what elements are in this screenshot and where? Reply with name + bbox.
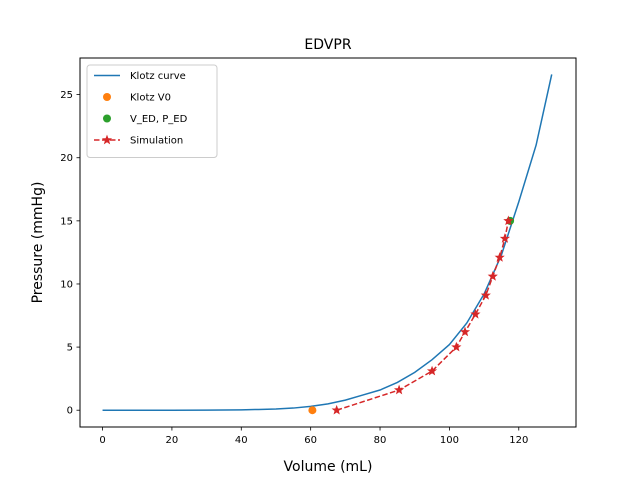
- x-tick-label: 20: [166, 435, 179, 446]
- x-axis-label: Volume (mL): [284, 459, 373, 475]
- series-1: [308, 406, 317, 415]
- legend-box: [86, 64, 218, 158]
- plot-area: [102, 74, 553, 415]
- simulation-star-point: [459, 326, 471, 337]
- simulation-star-point: [494, 252, 505, 262]
- axes-frame: [79, 57, 577, 428]
- simulation-line: [336, 220, 510, 411]
- series-3: [331, 215, 514, 415]
- legend-label: Klotz V0: [130, 93, 171, 104]
- simulation-star-point: [499, 233, 510, 243]
- legend-item: V_ED, P_ED: [103, 114, 188, 125]
- legend-item: Simulation: [94, 134, 183, 147]
- y-tick-label: 10: [60, 279, 73, 290]
- x-tick-label: 80: [374, 435, 387, 446]
- chart-title: EDVPR: [304, 37, 351, 53]
- y-axis-label: Pressure (mmHg): [30, 182, 46, 304]
- x-tick-label: 60: [304, 435, 317, 446]
- series-0: [102, 74, 553, 411]
- simulation-star-point: [487, 271, 498, 281]
- klotz-curve-line: [102, 74, 553, 411]
- y-tick-label: 0: [67, 406, 73, 417]
- simulation-star-point: [426, 365, 438, 376]
- x-tick-label: 100: [440, 435, 459, 446]
- legend-label: V_ED, P_ED: [130, 114, 188, 125]
- simulation-star-point: [480, 289, 491, 300]
- y-tick-label: 25: [60, 90, 73, 101]
- legend-label: Simulation: [130, 136, 183, 147]
- legend-star: [101, 134, 113, 145]
- simulation-star-point: [470, 308, 481, 319]
- y-tick-label: 15: [60, 216, 73, 227]
- legend-label: Klotz curve: [130, 71, 186, 82]
- legend-handle: [103, 93, 111, 101]
- y-tick-label: 20: [60, 153, 73, 164]
- simulation-star-point: [394, 384, 405, 395]
- legend-item: Klotz V0: [103, 93, 171, 104]
- x-tick-label: 0: [99, 435, 105, 446]
- y-tick-label: 5: [67, 343, 73, 354]
- axis-ticks: 0 20 40 60 80 100 120 0 5 10 15 20 25: [60, 90, 528, 446]
- simulation-star-point: [331, 404, 342, 415]
- legend: Klotz curve Klotz V0 V_ED, P_ED Simulation: [86, 64, 218, 158]
- x-tick-label: 120: [509, 435, 528, 446]
- data-point: [308, 406, 317, 415]
- legend-handle: [103, 114, 111, 123]
- x-tick-label: 40: [235, 435, 248, 446]
- legend-item: Klotz curve: [94, 71, 186, 82]
- simulation-star-point: [503, 215, 514, 226]
- simulation-star-point: [451, 341, 462, 352]
